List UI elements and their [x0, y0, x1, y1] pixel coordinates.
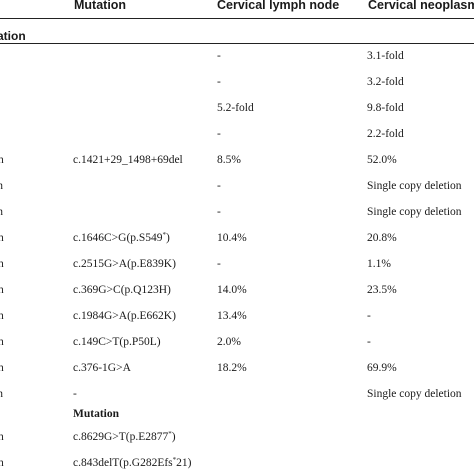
cell-gene-type: nutation: [0, 457, 4, 469]
table-row: ication-3.2-fold: [0, 69, 474, 95]
cell-mutation: c.2515G>A(p.E839K): [73, 258, 176, 270]
cell-lymph-node: -: [217, 128, 221, 140]
cell-gene-type: nutation: [0, 284, 4, 296]
cell-lymph-node: -: [217, 180, 221, 192]
cell-mutation: c.1646C>G(p.S549*): [73, 231, 170, 245]
table-row: ication-3.1-fold: [0, 43, 474, 69]
cell-lymph-node: -: [217, 206, 221, 218]
cell-mutation: c.8629G>T(p.E2877*): [73, 430, 176, 444]
cell-gene-type: nutation: [0, 431, 4, 443]
cell-lymph-node: 13.4%: [217, 310, 247, 322]
table-row: deletion - Single copy deletion: [0, 381, 474, 407]
header-col-mutation: Mutation: [74, 0, 127, 12]
cell-lymph-node: 18.2%: [217, 362, 247, 374]
cell-lymph-node: -: [217, 258, 221, 270]
table-row: nutation c.2515G>A(p.E839K) - 1.1%: [0, 251, 474, 277]
cell-gene-type: nutation: [0, 258, 4, 270]
table-row: nutation c.843delT(p.G282Efs*21): [0, 450, 474, 474]
cell-mutation: c.1421+29_1498+69del: [73, 154, 183, 166]
header-col-lymph-node: Cervical lymph node: [217, 0, 340, 12]
cell-lymph-node: -: [217, 76, 221, 88]
cell-neoplasm: 52.0%: [367, 154, 397, 166]
cell-neoplasm: 3.1-fold: [367, 50, 404, 62]
cell-mutation: c.376-1G>A: [73, 362, 131, 374]
cell-neoplasm: Single copy deletion: [367, 180, 462, 192]
table-row: deletion - Single copy deletion: [0, 173, 474, 199]
table-row: nutation c.376-1G>A 18.2% 69.9%: [0, 355, 474, 381]
section-label: ation: [0, 29, 26, 43]
cell-neoplasm: -: [367, 336, 371, 348]
cell-mutation: c.1984G>A(p.E662K): [73, 310, 176, 322]
section-rule: [0, 43, 474, 44]
header-rule: [0, 18, 474, 19]
cell-gene-type: nutation: [0, 154, 4, 166]
table-row: nutation c.1646C>G(p.S549*) 10.4% 20.8%: [0, 225, 474, 251]
table-row: nutation c.1421+29_1498+69del 8.5% 52.0%: [0, 147, 474, 173]
table-row: nutation c.1984G>A(p.E662K) 13.4% -: [0, 303, 474, 329]
cell-gene-type: nutation: [0, 362, 4, 374]
table-row: ication-2.2-fold: [0, 121, 474, 147]
table-row: deletion - Single copy deletion: [0, 199, 474, 225]
cell-neoplasm: 1.1%: [367, 258, 391, 270]
cell-lymph-node: 2.0%: [217, 336, 241, 348]
table-row: nutation c.8629G>T(p.E2877*): [0, 424, 474, 450]
cell-gene-type: nutation: [0, 232, 4, 244]
cell-neoplasm: 69.9%: [367, 362, 397, 374]
cell-neoplasm: Single copy deletion: [367, 388, 462, 400]
subsection-header: Mutation: [73, 408, 119, 420]
cell-neoplasm: 20.8%: [367, 232, 397, 244]
cell-neoplasm: -: [367, 310, 371, 322]
cell-mutation: -: [73, 388, 77, 400]
cell-neoplasm: 9.8-fold: [367, 102, 404, 114]
cell-gene-type: deletion: [0, 388, 4, 400]
cell-neoplasm: 23.5%: [367, 284, 397, 296]
cell-lymph-node: 8.5%: [217, 154, 241, 166]
cell-gene-type: deletion: [0, 180, 4, 192]
cell-lymph-node: 10.4%: [217, 232, 247, 244]
cell-lymph-node: 5.2-fold: [217, 102, 254, 114]
header-col-neoplasm: Cervical neoplasm: [368, 0, 474, 12]
cell-neoplasm: Single copy deletion: [367, 206, 462, 218]
cell-gene-type: nutation: [0, 336, 4, 348]
cell-gene-type: nutation: [0, 310, 4, 322]
cell-gene-type: deletion: [0, 206, 4, 218]
cell-lymph-node: 14.0%: [217, 284, 247, 296]
cell-mutation: c.369G>C(p.Q123H): [73, 284, 171, 296]
cell-neoplasm: 3.2-fold: [367, 76, 404, 88]
cell-mutation: c.149C>T(p.P50L): [73, 336, 161, 348]
cell-neoplasm: 2.2-fold: [367, 128, 404, 140]
table-row: nutation c.149C>T(p.P50L) 2.0% -: [0, 329, 474, 355]
cell-mutation: c.843delT(p.G282Efs*21): [73, 456, 192, 470]
table-row: nutation c.369G>C(p.Q123H) 14.0% 23.5%: [0, 277, 474, 303]
cell-lymph-node: -: [217, 50, 221, 62]
